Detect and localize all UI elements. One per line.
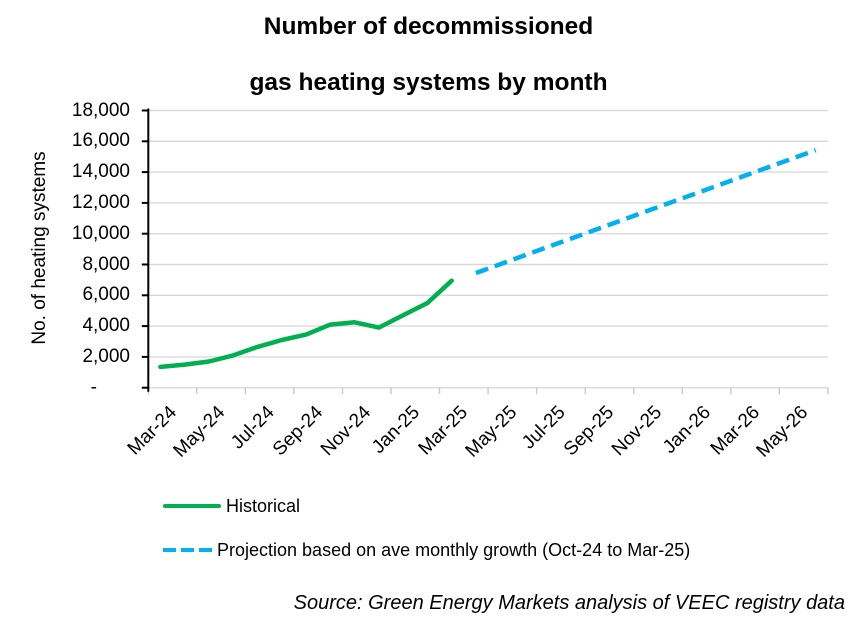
- projection-line: [475, 147, 817, 276]
- legend-label-projection: Projection based on ave monthly growth (…: [217, 539, 691, 560]
- chart-title: Number of decommissioned gas heating sys…: [0, 13, 857, 97]
- y-axis-tick-label: 2,000: [82, 345, 130, 367]
- source-note: Source: Green Energy Markets analysis of…: [293, 592, 845, 614]
- legend-label-historical: Historical: [226, 495, 301, 516]
- plot-area-svg: [141, 108, 829, 395]
- y-axis-tick-label: 12,000: [71, 191, 130, 213]
- y-axis-tick-label: 14,000: [71, 161, 130, 183]
- y-axis-tick-label: 6,000: [82, 284, 130, 306]
- legend-item-projection: Projection based on ave monthly growth (…: [163, 539, 690, 561]
- y-axis-tick-label: 8,000: [82, 253, 130, 275]
- chart-title-line2: gas heating systems by month: [249, 69, 608, 96]
- y-axis-tick-label: 16,000: [71, 130, 130, 152]
- y-axis-tick-label: 18,000: [71, 99, 130, 121]
- historical-line: [158, 278, 454, 370]
- y-axis-tick-label: 4,000: [82, 315, 130, 337]
- historical-line-swatch-icon: [163, 503, 221, 509]
- legend-item-historical: Historical: [163, 495, 300, 517]
- projection-line-swatch-icon: [163, 547, 212, 553]
- y-axis-tick-label: -: [90, 376, 97, 398]
- chart-title-line1: Number of decommissioned: [263, 13, 594, 40]
- y-axis-tick-label: 10,000: [71, 222, 130, 244]
